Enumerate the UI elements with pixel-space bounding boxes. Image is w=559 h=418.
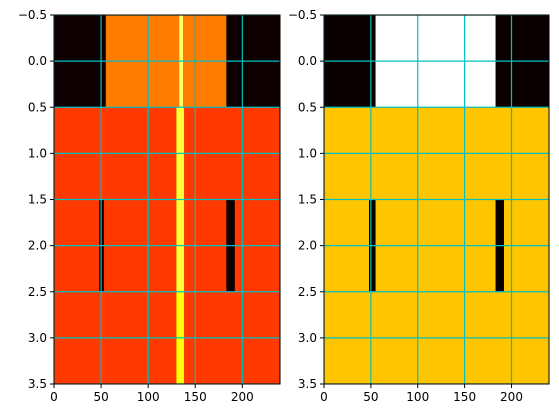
y-tick-label: 2.0 — [298, 239, 317, 253]
y-tick-label: 3.0 — [298, 331, 317, 345]
y-tick-label: 0.5 — [298, 100, 317, 114]
y-tick-label: 1.5 — [28, 193, 47, 207]
x-tick-label: 150 — [184, 390, 207, 404]
x-tick-label: 150 — [453, 390, 476, 404]
y-tick-label: 0.5 — [28, 100, 47, 114]
heatmap-panel-1: 0 50 100 150 200 −0.5 0.0 0.5 1.0 1.5 2.0 2.5 3.0 3.5 — [18, 8, 281, 404]
x-tick-label: 200 — [231, 390, 254, 404]
x-tick-label: 100 — [406, 390, 429, 404]
y-tick-label: 3.5 — [298, 377, 317, 391]
y-tick-label: 0.0 — [298, 54, 317, 68]
x-tick-label: 100 — [137, 390, 160, 404]
x-tick-label: 200 — [500, 390, 523, 404]
y-tick-label: 3.0 — [28, 331, 47, 345]
y-tick-label: −0.5 — [288, 8, 317, 22]
x-tick-label: 50 — [363, 390, 378, 404]
y-tick-label: 2.5 — [298, 285, 317, 299]
y-tick-label: 2.0 — [28, 239, 47, 253]
y-tick-label: 3.5 — [28, 377, 47, 391]
y-tick-label: 2.5 — [28, 285, 47, 299]
y-tick-label: 0.0 — [28, 54, 47, 68]
y-tick-label: −0.5 — [18, 8, 47, 22]
y-tick-label: 1.0 — [28, 146, 47, 160]
y-tick-label: 1.5 — [298, 193, 317, 207]
x-tick-label: 0 — [320, 390, 328, 404]
y-tick-label: 1.0 — [298, 146, 317, 160]
grid-lines — [324, 15, 549, 384]
x-tick-label: 0 — [50, 390, 58, 404]
grid-lines — [54, 15, 280, 384]
x-tick-label: 50 — [93, 390, 108, 404]
heatmap-panel-2: 0 50 100 150 200 −0.5 0.0 0.5 1.0 1.5 2.0 2.5 3.0 3.5 — [288, 8, 550, 404]
